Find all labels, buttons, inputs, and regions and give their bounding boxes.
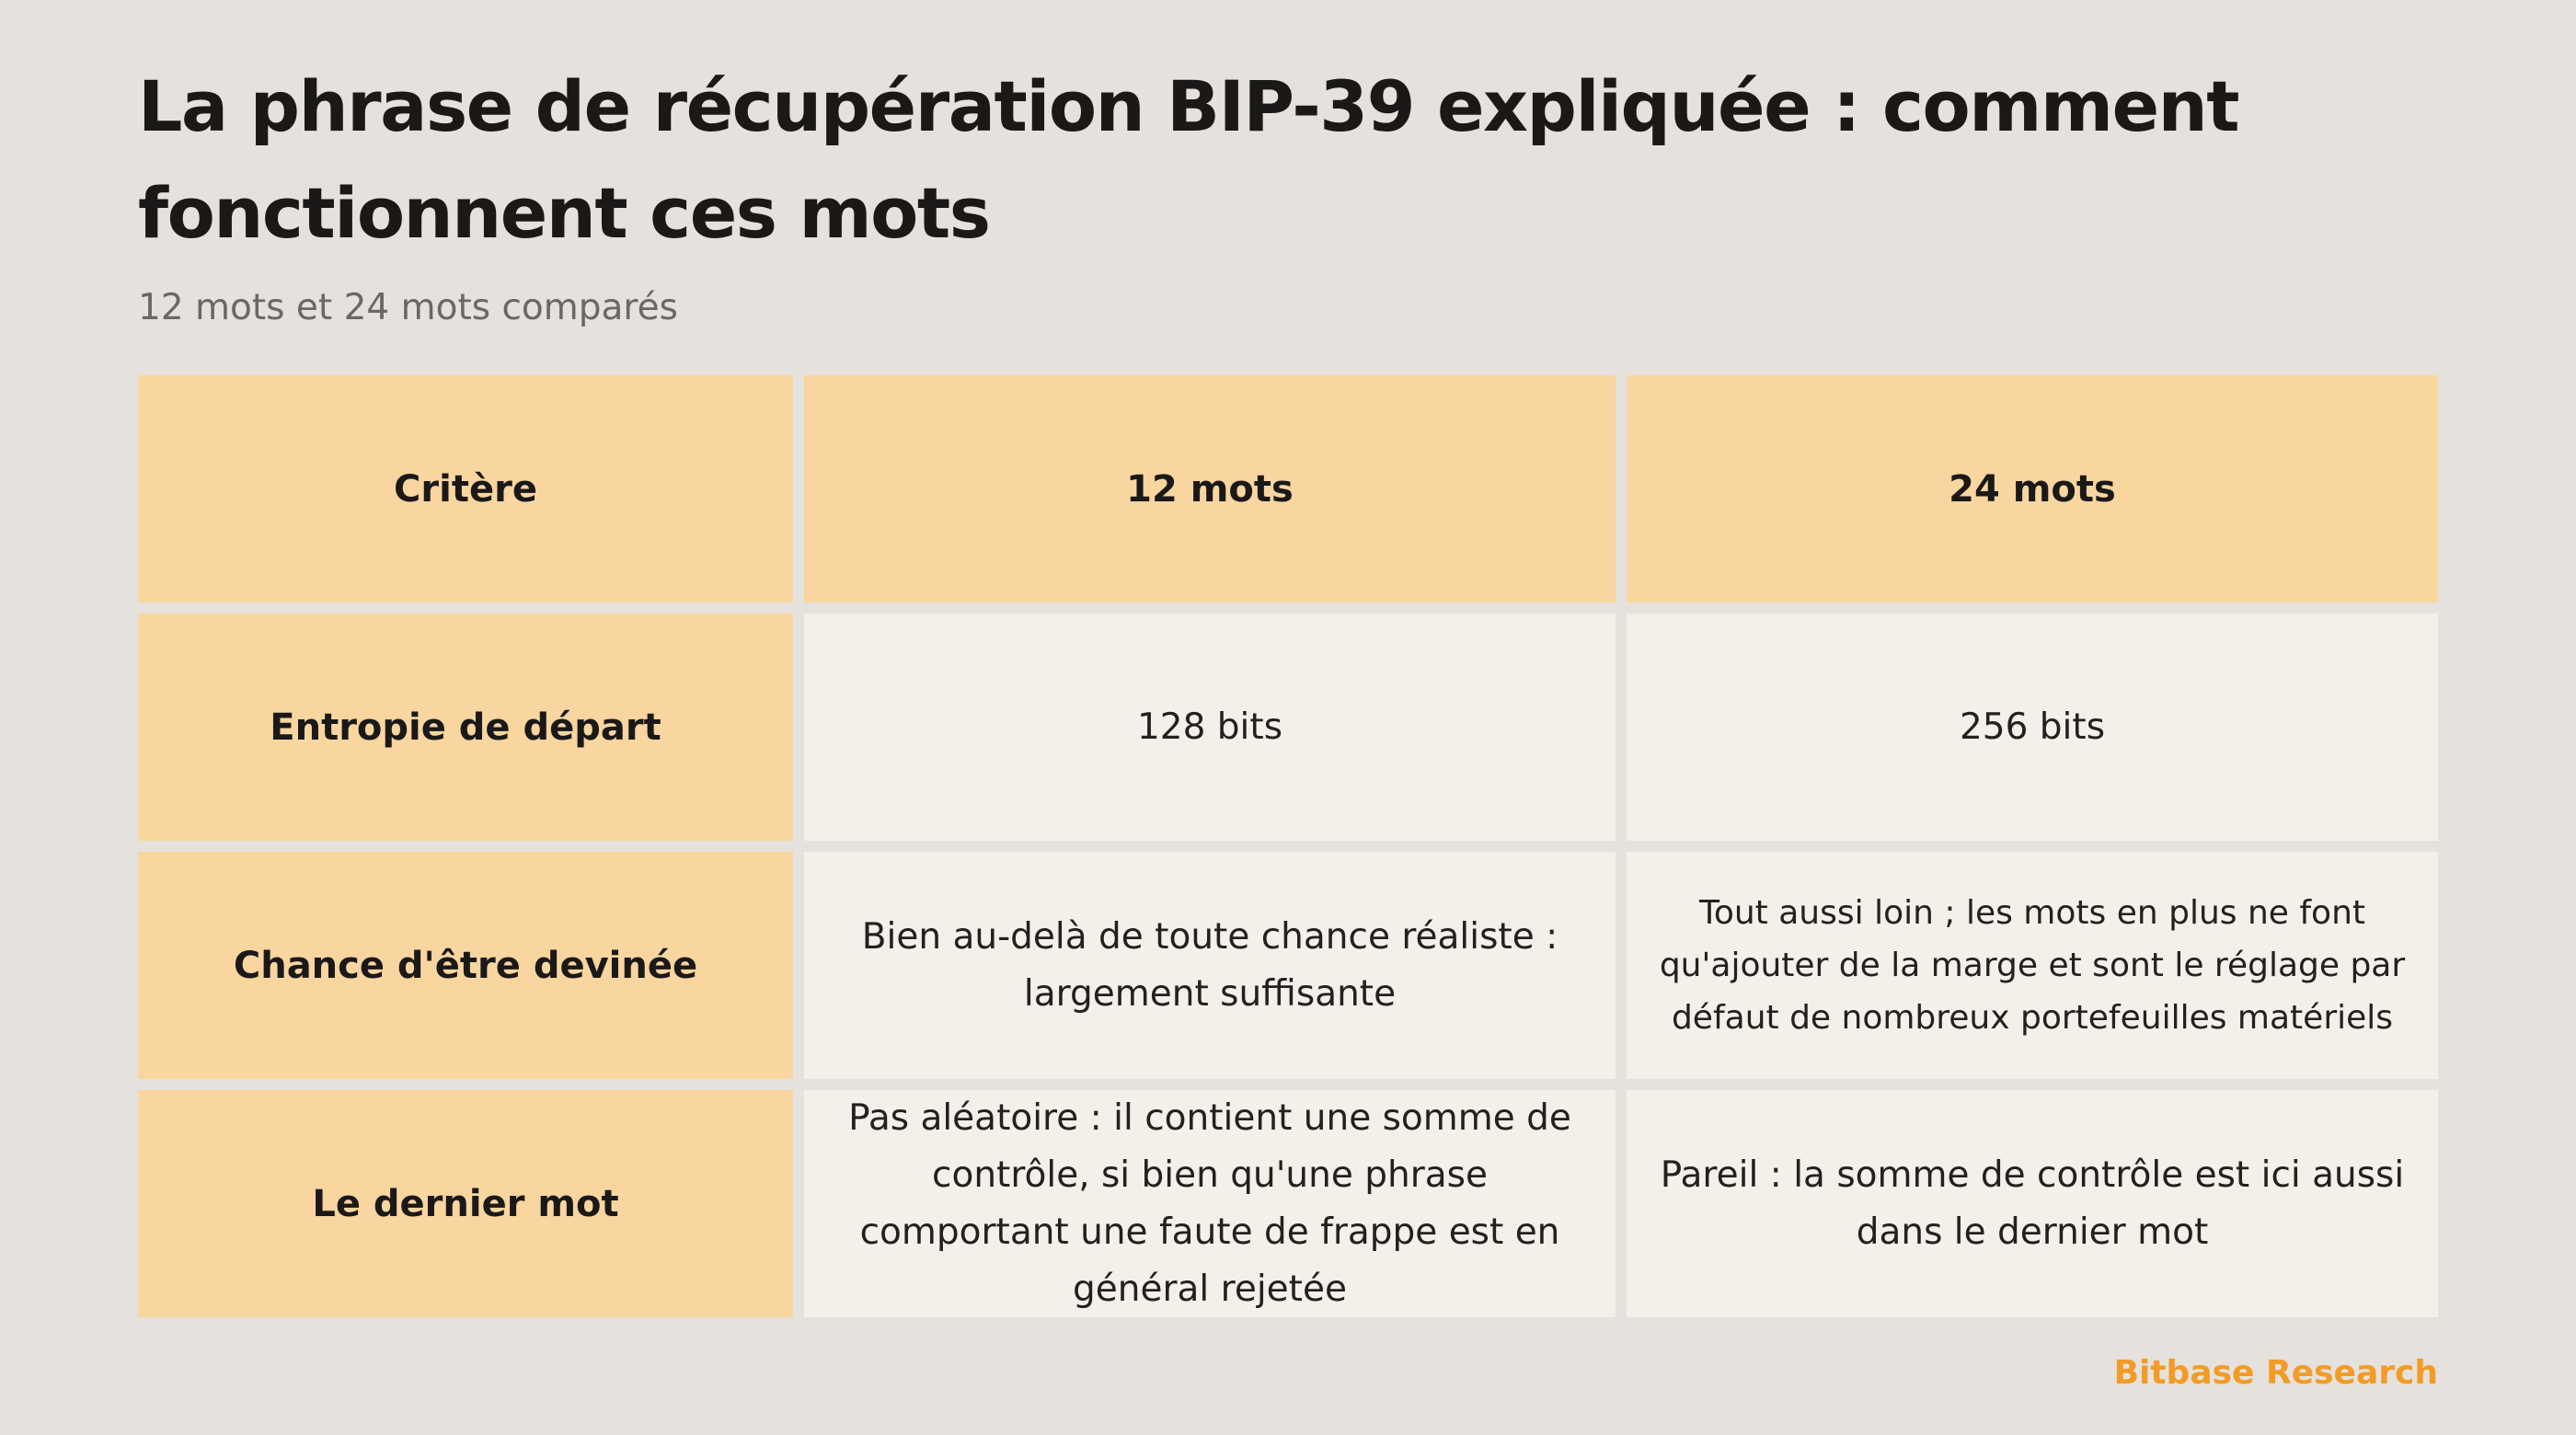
comparison-table: Critère 12 mots 24 mots Entropie de dépa… bbox=[138, 375, 2438, 1319]
page-title: La phrase de récupération BIP-39 expliqu… bbox=[138, 65, 2240, 254]
cell-entropy-24-words: 256 bits bbox=[1627, 614, 2438, 841]
table-header-12-words: 12 mots bbox=[804, 375, 1616, 603]
page-subtitle: 12 mots et 24 mots comparés bbox=[138, 287, 678, 328]
table-header-criterion: Critère bbox=[138, 375, 793, 603]
cell-entropy-12-words: 128 bits bbox=[804, 614, 1616, 841]
cell-last-word-12-words: Pas aléatoire : il contient une somme de… bbox=[804, 1090, 1616, 1317]
cell-guess-chance-24-words: Tout aussi loin ; les mots en plus ne fo… bbox=[1627, 852, 2438, 1079]
row-label-guess-chance: Chance d'être devinée bbox=[138, 852, 793, 1079]
table-header-24-words: 24 mots bbox=[1627, 375, 2438, 603]
row-label-last-word: Le dernier mot bbox=[138, 1090, 793, 1317]
cell-guess-chance-12-words: Bien au-delà de toute chance réaliste : … bbox=[804, 852, 1616, 1079]
cell-last-word-24-words: Pareil : la somme de contrôle est ici au… bbox=[1627, 1090, 2438, 1317]
row-label-entropy: Entropie de départ bbox=[138, 614, 793, 841]
brand-credit: Bitbase Research bbox=[2113, 1354, 2438, 1392]
